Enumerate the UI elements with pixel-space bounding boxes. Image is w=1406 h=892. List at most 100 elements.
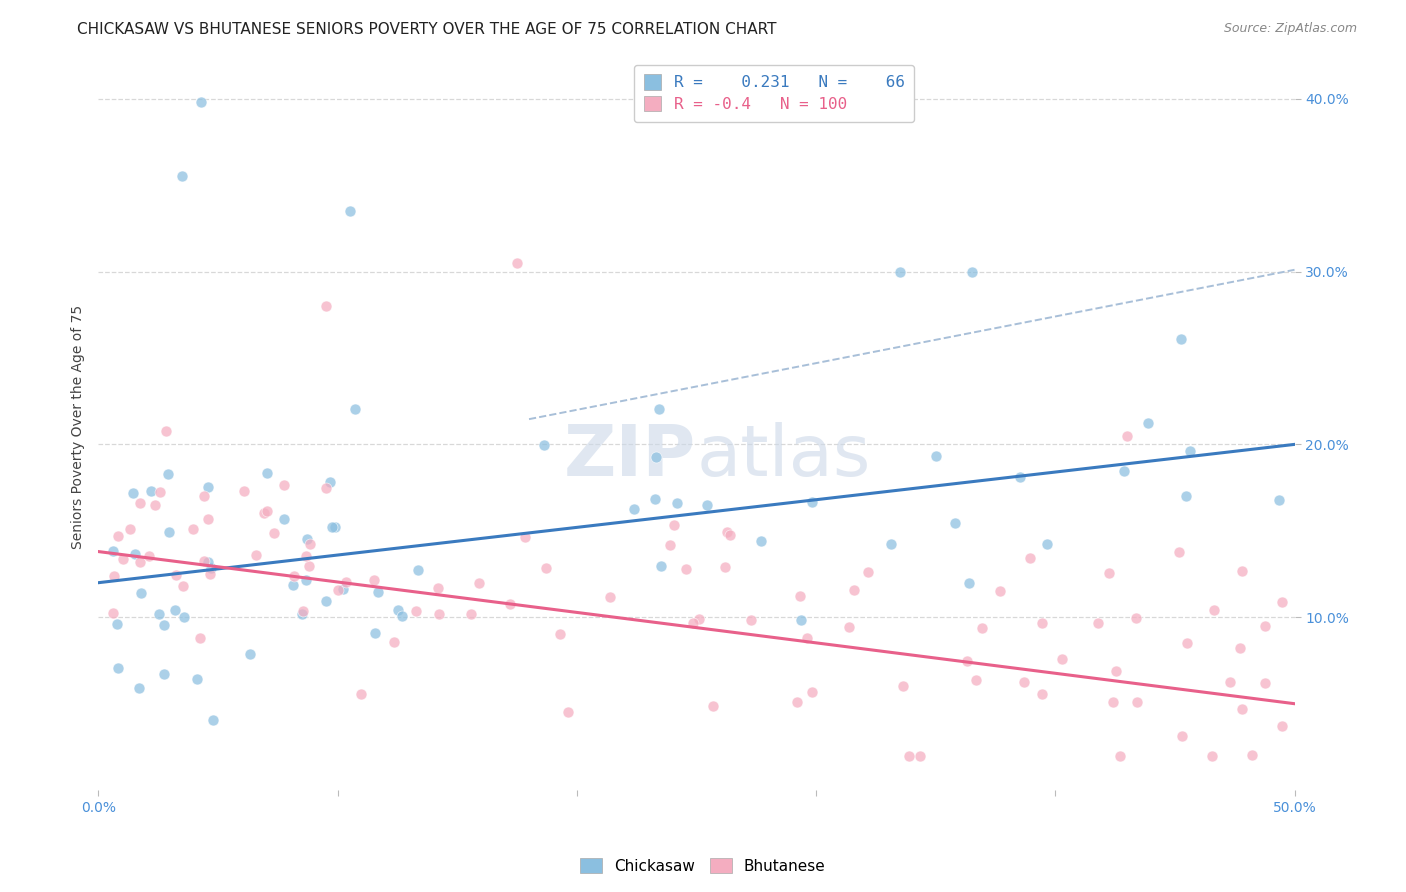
Point [129, 496, 152, 510]
Point [298, 537, 321, 551]
Point [650, 559, 672, 574]
Point [682, 615, 704, 630]
Point [718, 527, 741, 541]
Point [118, 522, 141, 536]
Point [891, 679, 914, 693]
Point [1229, 641, 1251, 656]
Point [172, 169, 194, 184]
Point [623, 502, 645, 516]
Point [107, 529, 129, 543]
Point [190, 95, 212, 109]
Point [688, 612, 710, 626]
Point [159, 524, 181, 539]
Text: Source: ZipAtlas.com: Source: ZipAtlas.com [1223, 22, 1357, 36]
Point [107, 617, 129, 632]
Point [659, 538, 682, 552]
Point [1031, 615, 1053, 630]
Point [387, 603, 409, 617]
Point [749, 533, 772, 548]
Point [925, 449, 948, 463]
Point [344, 401, 367, 416]
Point [644, 491, 666, 506]
Point [599, 590, 621, 604]
Point [283, 569, 305, 583]
Point [970, 621, 993, 635]
Point [153, 618, 176, 632]
Point [880, 537, 903, 551]
Point [112, 552, 135, 566]
Point [101, 544, 124, 558]
Point [326, 582, 349, 597]
Point [155, 424, 177, 438]
Point [557, 705, 579, 719]
Point [321, 519, 343, 533]
Point [193, 490, 215, 504]
Point [391, 608, 413, 623]
Point [315, 594, 337, 608]
Point [1230, 701, 1253, 715]
Point [1230, 564, 1253, 578]
Point [273, 512, 295, 526]
Point [1267, 492, 1289, 507]
Point [943, 516, 966, 530]
Point [172, 579, 194, 593]
Point [1201, 748, 1223, 763]
Point [1204, 603, 1226, 617]
Point [232, 483, 254, 498]
Text: ZIP: ZIP [564, 422, 696, 491]
Point [533, 438, 555, 452]
Point [960, 264, 983, 278]
Point [193, 554, 215, 568]
Point [198, 567, 221, 582]
Point [1019, 551, 1042, 566]
Point [283, 578, 305, 592]
Point [956, 654, 979, 668]
Point [1105, 664, 1128, 678]
Point [197, 555, 219, 569]
Point [1219, 674, 1241, 689]
Point [165, 568, 187, 582]
Point [297, 559, 319, 574]
Point [1126, 695, 1149, 709]
Point [364, 626, 387, 640]
Point [1170, 332, 1192, 346]
Point [702, 699, 724, 714]
Point [408, 563, 430, 577]
Point [315, 481, 337, 495]
Point [713, 560, 735, 574]
Point [716, 525, 738, 540]
Point [107, 661, 129, 675]
Point [1125, 611, 1147, 625]
Point [1168, 545, 1191, 559]
Point [148, 607, 170, 621]
Point [149, 485, 172, 500]
Point [1102, 695, 1125, 709]
Point [889, 264, 911, 278]
Point [363, 573, 385, 587]
Point [349, 687, 371, 701]
Point [138, 549, 160, 563]
Point [965, 673, 987, 688]
Point [295, 549, 318, 564]
Point [367, 584, 389, 599]
Point [1010, 470, 1032, 484]
Point [128, 556, 150, 570]
Point [665, 495, 688, 509]
Point [468, 576, 491, 591]
Point [273, 477, 295, 491]
Point [145, 498, 167, 512]
Point [157, 467, 180, 481]
Point [534, 561, 557, 575]
Point [128, 681, 150, 695]
Point [790, 613, 813, 627]
Point [291, 607, 314, 621]
Point [256, 467, 278, 481]
Y-axis label: Seniors Poverty Over the Age of 75: Seniors Poverty Over the Age of 75 [72, 305, 86, 549]
Point [183, 522, 205, 536]
Point [550, 626, 572, 640]
Point [1109, 748, 1132, 763]
Point [988, 584, 1011, 599]
Point [675, 562, 697, 576]
Point [957, 575, 980, 590]
Point [1098, 566, 1121, 580]
